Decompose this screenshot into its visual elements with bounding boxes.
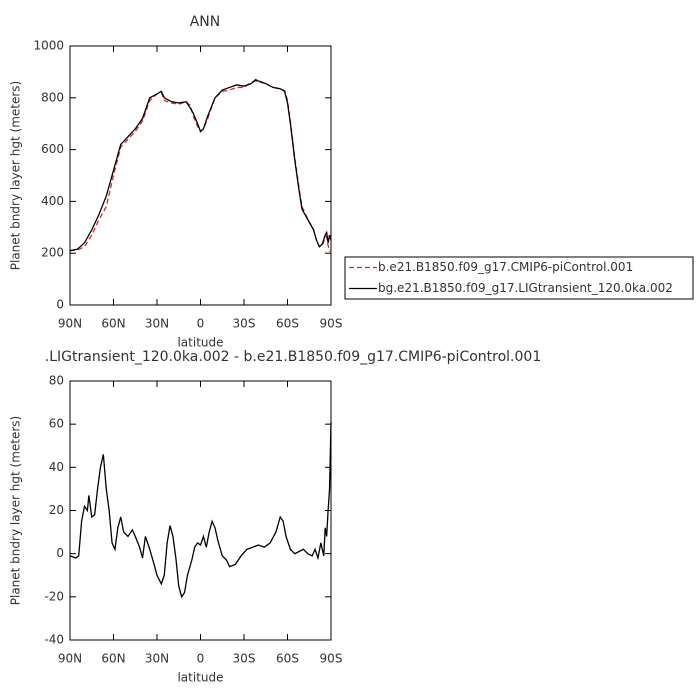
y-tick-label: 60: [49, 417, 64, 431]
x-tick-label: 60N: [101, 652, 125, 666]
x-tick-label: 90S: [320, 652, 343, 666]
y-tick-label: 600: [41, 142, 64, 156]
y-tick-label: 80: [49, 374, 64, 388]
x-tick-label: 0: [197, 652, 205, 666]
y-tick-label: 40: [49, 460, 64, 474]
y-tick-label: 0: [56, 298, 64, 312]
legend-label: b.e21.B1850.f09_g17.CMIP6-piControl.001: [378, 260, 633, 274]
x-tick-label: 60S: [276, 652, 299, 666]
data-line: [69, 80, 332, 253]
data-line: [69, 78, 332, 252]
y-tick-label: 1000: [33, 39, 64, 53]
x-tick-label: 90S: [320, 317, 343, 331]
x-tick-label: 30S: [233, 317, 256, 331]
chart-title: .LIGtransient_120.0ka.002 - b.e21.B1850.…: [45, 349, 541, 365]
x-tick-label: 60N: [101, 317, 125, 331]
y-tick-label: 0: [56, 546, 64, 560]
y-tick-label: -40: [44, 633, 64, 647]
x-tick-label: 90N: [58, 317, 82, 331]
legend-box: [344, 256, 694, 300]
x-tick-label: 60S: [276, 317, 299, 331]
chart-title: ANN: [190, 14, 221, 30]
y-tick-label: 200: [41, 246, 64, 260]
y-tick-label: 20: [49, 503, 64, 517]
x-tick-label: 0: [197, 317, 205, 331]
x-tick-label: 30N: [145, 317, 169, 331]
y-tick-label: -20: [44, 589, 64, 603]
x-tick-label: 30S: [233, 652, 256, 666]
plot-frame: [69, 45, 332, 306]
y-tick-label: 800: [41, 90, 64, 104]
x-axis-label: latitude: [177, 336, 223, 350]
y-axis-label: Planet bndry layer hgt (meters): [9, 81, 23, 271]
x-tick-label: 90N: [58, 652, 82, 666]
legend-label: bg.e21.B1850.f09_g17.LIGtransient_120.0k…: [378, 281, 673, 295]
y-axis-label: Planet bndry layer hgt (meters): [9, 416, 23, 606]
x-axis-label: latitude: [177, 671, 223, 685]
x-tick-label: 30N: [145, 652, 169, 666]
y-tick-label: 400: [41, 194, 64, 208]
data-line: [69, 421, 332, 599]
